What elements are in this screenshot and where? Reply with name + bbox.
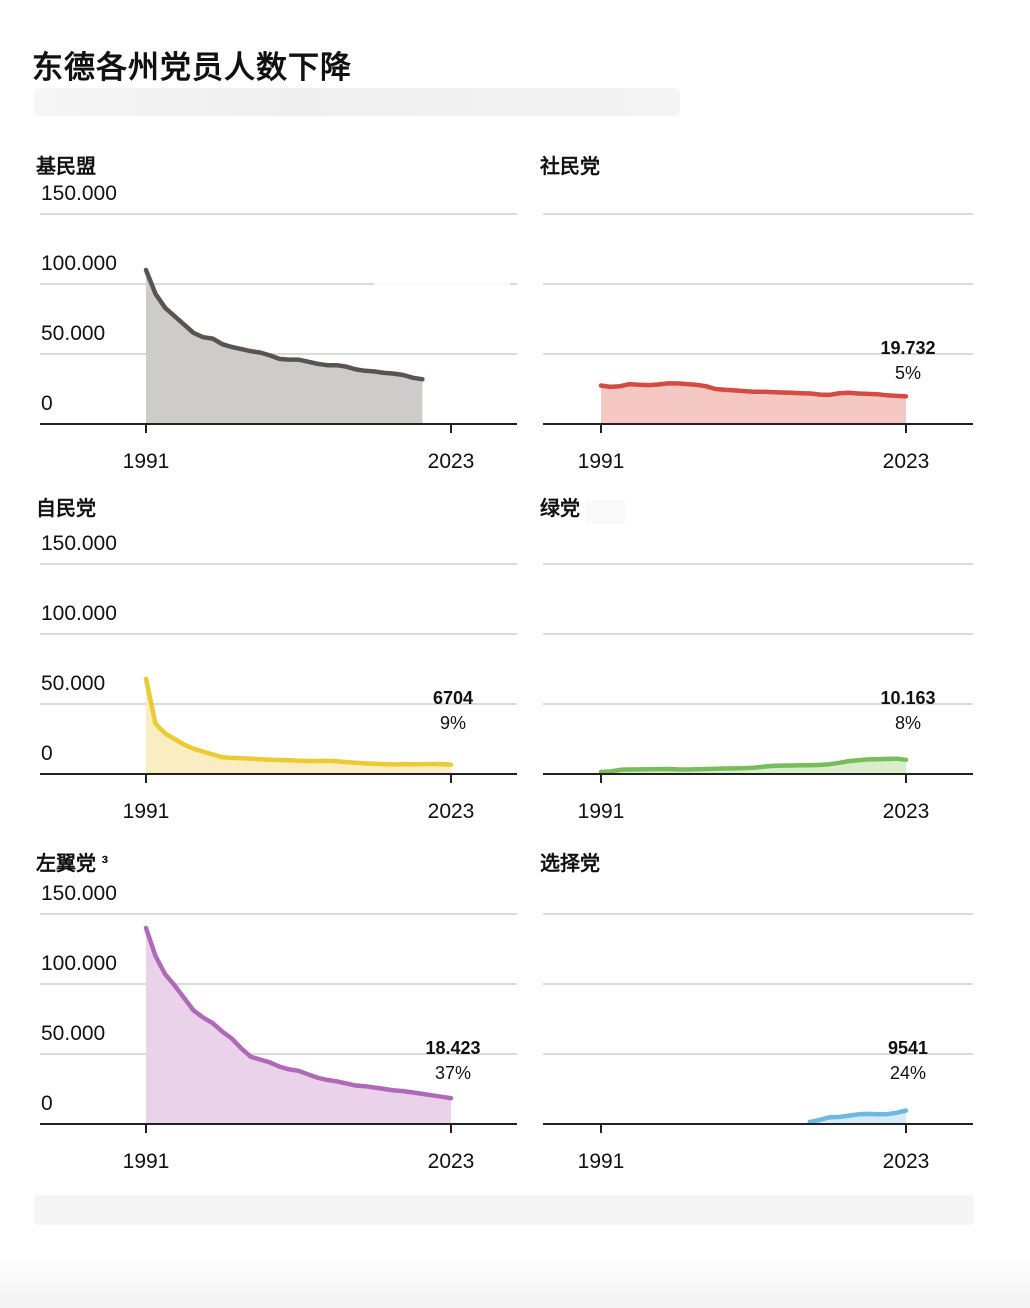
chart-panel-5: 左翼党 ³ 150.000 100.000 50.000 0 1991 2023 18.423…	[36, 851, 517, 1173]
y-tick-label: 100.000	[41, 252, 117, 275]
x-tick-label: 2023	[883, 450, 930, 473]
y-tick-label: 0	[41, 1092, 53, 1115]
x-tick-label: 2023	[428, 1150, 475, 1173]
end-value-label: 19.732	[880, 338, 935, 358]
blurred-title-suffix	[585, 500, 625, 524]
chart-panel-2: 社民党 1991 2023 19.732 5%	[539, 154, 973, 473]
panel-title: 左翼党 ³	[36, 851, 109, 875]
blurred-subtitle	[34, 88, 680, 116]
end-percent-label: 5%	[895, 363, 921, 383]
blurred-source-line	[0, 1255, 1030, 1308]
y-tick-label: 0	[41, 742, 53, 765]
x-tick-label: 2023	[883, 1150, 930, 1173]
y-tick-label: 100.000	[41, 952, 117, 975]
series-line	[598, 756, 909, 775]
x-tick-label: 1991	[123, 1150, 170, 1173]
x-tick-label: 1991	[578, 1150, 625, 1173]
chart-panel-3: 自民党 150.000 100.000 50.000 0 1991 2023 6704 9%	[36, 496, 517, 823]
end-percent-label: 37%	[435, 1063, 471, 1083]
y-tick-label: 150.000	[41, 532, 117, 555]
series-line	[143, 676, 454, 767]
end-percent-label: 24%	[890, 1063, 926, 1083]
blurred-annotation	[374, 215, 510, 335]
chart-panel-6: 选择党 1991 2023 9541 24%	[540, 851, 973, 1173]
series-line	[598, 381, 909, 399]
end-value-label: 9541	[888, 1038, 928, 1058]
end-value-label: 18.423	[425, 1038, 480, 1058]
series-area	[810, 1110, 906, 1124]
series-line	[143, 925, 454, 1101]
series-area	[601, 383, 906, 424]
y-tick-label: 150.000	[41, 882, 117, 905]
y-tick-label: 50.000	[41, 672, 105, 695]
panel-title: 基民盟	[36, 155, 96, 178]
chart-panel-1: 基民盟 150.000 100.000 50.000 0 1991 2023	[36, 155, 517, 473]
panel-title: 绿党	[540, 496, 580, 520]
page-title: 东德各州党员人数下降	[32, 50, 352, 85]
x-tick-label: 1991	[123, 450, 170, 473]
series-line	[808, 1108, 909, 1125]
panel-title: 选择党	[540, 851, 600, 875]
y-tick-label: 150.000	[41, 182, 117, 205]
x-tick-label: 2023	[883, 800, 930, 823]
series-area	[146, 270, 423, 424]
end-value-label: 6704	[433, 688, 473, 708]
x-tick-label: 1991	[578, 450, 625, 473]
y-tick-label: 100.000	[41, 602, 117, 625]
end-percent-label: 8%	[895, 713, 921, 733]
x-tick-label: 2023	[428, 450, 475, 473]
series-line	[143, 267, 425, 382]
panel-title: 自民党	[36, 496, 96, 520]
end-percent-label: 9%	[440, 713, 466, 733]
series-area	[146, 928, 451, 1124]
panel-title: 社民党	[539, 154, 600, 178]
x-tick-label: 1991	[578, 800, 625, 823]
y-tick-label: 50.000	[41, 1022, 105, 1045]
y-tick-label: 0	[41, 392, 53, 415]
y-tick-label: 50.000	[41, 322, 105, 345]
end-value-label: 10.163	[880, 688, 935, 708]
blurred-footer-note	[34, 1195, 974, 1225]
chart-panel-4: 绿党 1991 2023 10.163 8%	[540, 496, 973, 823]
x-tick-label: 1991	[123, 800, 170, 823]
x-tick-label: 2023	[428, 800, 475, 823]
